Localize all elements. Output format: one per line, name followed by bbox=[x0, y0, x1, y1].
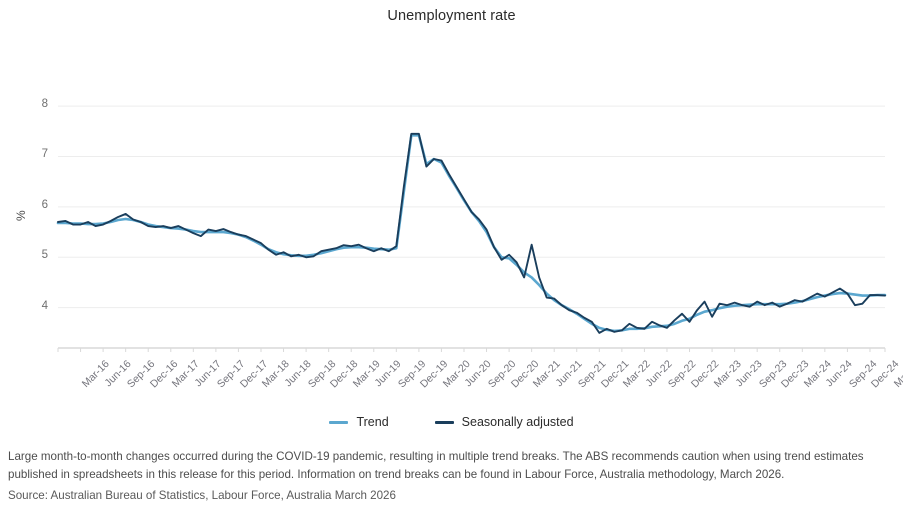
data-series-lines bbox=[56, 132, 887, 334]
y-tick-label: 8 bbox=[41, 98, 48, 111]
legend-item-trend[interactable]: Trend bbox=[329, 415, 389, 429]
x-tick-marks bbox=[57, 348, 886, 352]
chart-legend: Trend Seasonally adjusted bbox=[0, 415, 903, 429]
chart-title: Unemployment rate bbox=[387, 8, 516, 24]
gridlines bbox=[58, 105, 885, 349]
legend-label-trend: Trend bbox=[356, 415, 389, 429]
legend-label-seasonally-adjusted: Seasonally adjusted bbox=[461, 415, 574, 429]
chart-source: Source: Australian Bureau of Statistics,… bbox=[8, 489, 396, 502]
series-seasonally-adjusted bbox=[57, 132, 886, 334]
y-tick-label: 4 bbox=[41, 299, 48, 312]
legend-swatch-trend bbox=[329, 420, 349, 424]
y-tick-label: 5 bbox=[41, 249, 48, 262]
chart-footnote: Large month-to-month changes occurred du… bbox=[8, 450, 864, 481]
legend-item-seasonally-adjusted[interactable]: Seasonally adjusted bbox=[434, 415, 574, 429]
series-trend bbox=[56, 134, 887, 333]
legend-swatch-seasonally-adjusted bbox=[434, 420, 454, 424]
y-tick-label: 7 bbox=[41, 148, 48, 161]
y-tick-label: 6 bbox=[41, 198, 48, 211]
